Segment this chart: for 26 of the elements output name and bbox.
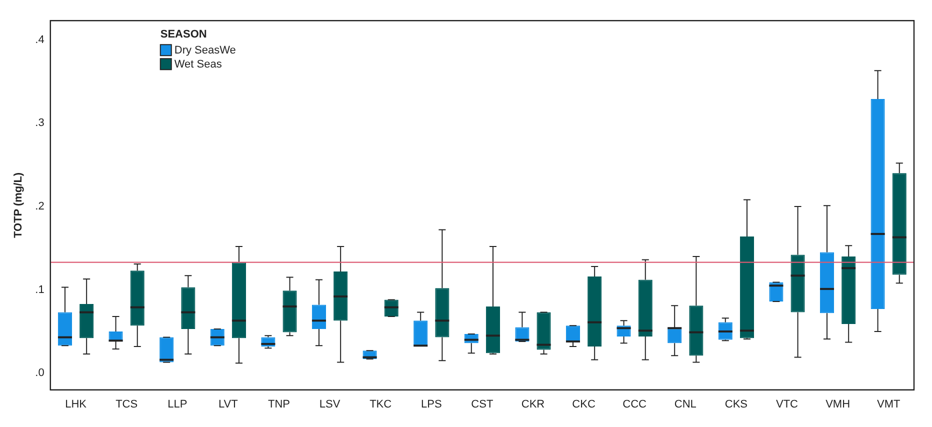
x-tick-label: CKS	[724, 398, 748, 410]
x-tick-label: LLP	[168, 398, 188, 410]
x-tick-label: TNP	[268, 398, 290, 410]
legend-title: SEASON	[160, 28, 207, 41]
x-tick-label: CKC	[572, 398, 596, 410]
legend-label: Dry SeasWe	[174, 44, 236, 57]
x-tick-label: CKR	[521, 398, 545, 410]
legend-label: Wet Seas	[174, 58, 222, 71]
y-tick-label: .4	[35, 34, 44, 46]
x-tick-label: LHK	[65, 398, 88, 410]
y-axis-title: TOTP (mg/L)	[12, 172, 25, 238]
x-tick-label: VMH	[826, 398, 850, 410]
x-tick-label: VTC	[776, 398, 798, 410]
x-tick-label: TCS	[116, 398, 138, 410]
x-tick-label: LPS	[420, 398, 442, 410]
x-tick-label: CST	[471, 398, 494, 410]
y-tick-label: .0	[35, 367, 44, 380]
y-tick-label: .1	[35, 284, 44, 296]
x-tick-label: LSV	[319, 398, 341, 410]
y-tick-label: .3	[35, 117, 44, 130]
x-tick-label: CNL	[674, 398, 696, 410]
y-tick-label: .2	[35, 200, 44, 212]
x-tick-label: CCC	[622, 398, 647, 410]
x-tick-label: TKC	[370, 398, 392, 410]
x-tick-label: LVT	[218, 398, 238, 410]
x-tick-label: VMT	[876, 398, 900, 410]
